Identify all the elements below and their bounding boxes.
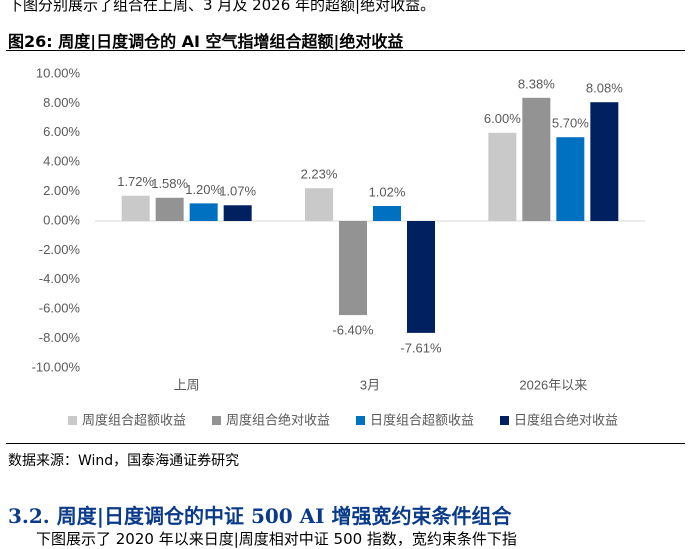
y-tick-label: 4.00% (43, 154, 80, 169)
value-label: 8.08% (586, 81, 623, 96)
legend-label: 日度组合绝对收益 (514, 412, 618, 427)
y-tick-label: 2.00% (43, 183, 80, 198)
x-tick-label: 3月 (360, 377, 380, 392)
value-label: 1.07% (219, 184, 256, 199)
legend-label: 日度组合超额收益 (370, 412, 474, 427)
body-text: 下图展示了 2020 年以来日度|周度相对中证 500 指数，宽约束条件下指 (36, 530, 517, 548)
bar (488, 132, 517, 221)
y-tick-label: 6.00% (43, 124, 80, 139)
value-label: 5.70% (552, 116, 589, 131)
y-tick-label: 8.00% (43, 95, 80, 110)
value-label: 2.23% (301, 167, 338, 182)
y-tick-label: -2.00% (39, 242, 81, 257)
value-label: 1.72% (117, 174, 154, 189)
intro-text: 下图分别展示了组合在上周、3 月及 2026 年的超额|绝对收益。 (8, 0, 436, 14)
bar (339, 221, 367, 316)
bar (590, 102, 619, 221)
value-label: -6.40% (332, 323, 374, 338)
source: 数据来源：Wind，国泰海通证券研究 (8, 453, 240, 469)
y-tick-label: 10.00% (36, 65, 81, 80)
bar (522, 97, 551, 221)
legend-swatch (500, 416, 509, 425)
bar (556, 137, 585, 221)
legend-swatch (356, 416, 365, 425)
rule (6, 443, 685, 444)
figure-title: 图26: 周度|日度调仓的 AI 空气指增组合超额|绝对收益 (8, 32, 404, 51)
bar (155, 197, 184, 221)
bar (305, 188, 333, 221)
value-label: 1.20% (185, 182, 222, 197)
y-tick-label: -6.00% (39, 301, 81, 316)
bar (121, 195, 150, 221)
rule (6, 50, 685, 51)
value-label: -7.61% (400, 340, 442, 355)
value-label: 8.38% (518, 76, 555, 91)
bar (223, 205, 252, 221)
y-tick-label: -4.00% (39, 271, 81, 286)
legend-swatch (68, 416, 77, 425)
section-heading: 3.2. 周度|日度调仓的中证 500 AI 增强宽约束条件组合 (8, 504, 512, 528)
legend-swatch (212, 416, 221, 425)
x-tick-label: 2026年以来 (519, 377, 587, 392)
y-tick-label: -10.00% (32, 359, 81, 374)
bar (407, 221, 435, 333)
legend-label: 周度组合绝对收益 (226, 412, 330, 427)
y-tick-label: -8.00% (39, 330, 81, 345)
value-label: 1.02% (369, 184, 406, 199)
bar (373, 206, 401, 221)
value-label: 1.58% (151, 176, 188, 191)
y-tick-label: 0.00% (43, 212, 80, 227)
bar (189, 203, 218, 221)
chart: -10.00% -8.00% -6.00% -4.00% -2.00% 0.00% 2.00… (32, 65, 645, 427)
value-label: 6.00% (484, 111, 521, 126)
legend-label: 周度组合超额收益 (82, 412, 186, 427)
x-tick-label: 上周 (174, 377, 200, 392)
